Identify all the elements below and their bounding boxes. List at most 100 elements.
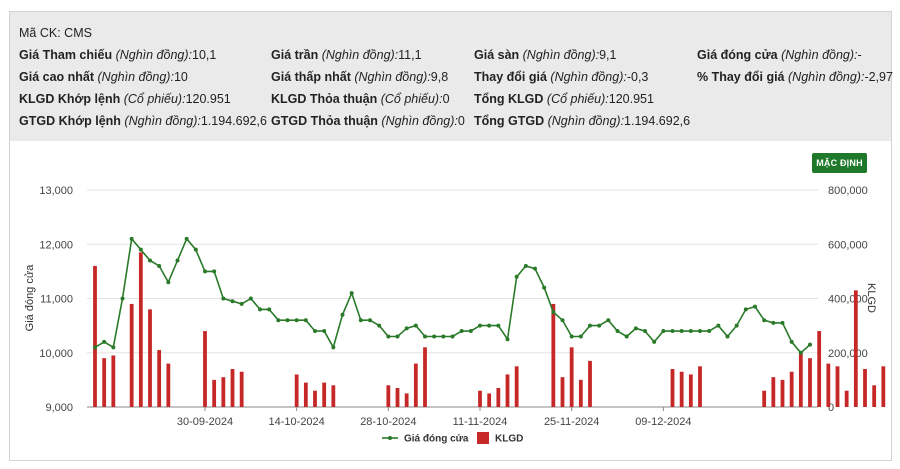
stat-value: -0,3 xyxy=(626,70,649,84)
price-point xyxy=(478,323,482,328)
y-right-axis-title: KLGD xyxy=(865,283,877,313)
volume-bar xyxy=(505,374,510,407)
stat-item: GTGD Khớp lệnh (Nghìn đồng):1.194.692,6 xyxy=(19,114,267,128)
y-right-tick-label: 400,000 xyxy=(828,294,868,306)
price-point xyxy=(267,307,272,312)
volume-bar xyxy=(313,390,317,407)
price-point xyxy=(203,269,207,274)
stat-item: Giá cao nhất (Nghìn đồng):10 xyxy=(19,70,188,84)
stat-value: 120.951 xyxy=(608,92,654,106)
stat-item: Tổng KLGD (Cổ phiếu):120.951 xyxy=(474,92,654,106)
stat-unit: (Nghìn đồng): xyxy=(381,114,458,128)
price-point xyxy=(276,318,281,323)
price-point xyxy=(523,263,528,268)
y-right-tick-label: 0 xyxy=(828,402,834,414)
stat-value: 120.951 xyxy=(185,92,231,106)
price-point xyxy=(789,339,794,344)
volume-bar xyxy=(102,358,107,407)
volume-bar xyxy=(478,390,482,407)
stock-code: Mã CK: CMS xyxy=(19,26,92,40)
stat-item: GTGD Thỏa thuận (Nghìn đồng):0 xyxy=(271,114,465,128)
stat-value: 10 xyxy=(173,70,188,84)
volume-bar xyxy=(844,390,849,407)
price-point xyxy=(184,236,189,241)
stat-label: Giá đóng cửa xyxy=(697,48,782,62)
price-point xyxy=(606,318,611,323)
y-left-tick-label: 13,000 xyxy=(39,185,73,197)
price-point xyxy=(285,318,290,323)
volume-bar xyxy=(835,366,840,407)
price-point xyxy=(175,258,180,263)
stat-label: Thay đổi giá xyxy=(474,70,551,84)
price-point xyxy=(395,334,400,339)
price-point xyxy=(468,329,473,334)
y-right-tick-label: 800,000 xyxy=(828,185,868,197)
stat-label: Giá cao nhất xyxy=(19,70,98,84)
stat-unit: (Nghìn đồng): xyxy=(97,70,174,84)
volume-bar xyxy=(670,369,675,407)
price-point xyxy=(138,247,143,252)
volume-bar xyxy=(817,331,822,407)
price-point xyxy=(450,334,455,339)
stat-label: % Thay đổi giá xyxy=(697,70,788,84)
stat-label: KLGD Thỏa thuận xyxy=(271,92,381,106)
price-point xyxy=(762,318,767,323)
volume-bar xyxy=(157,350,162,407)
stat-value: 1.194.692,6 xyxy=(200,114,267,128)
price-point xyxy=(679,329,684,334)
x-tick-label: 28-10-2024 xyxy=(360,416,416,428)
y-left-tick-label: 10,000 xyxy=(39,348,73,360)
volume-bar xyxy=(423,347,427,407)
default-view-button[interactable]: MẶC ĐỊNH xyxy=(812,153,867,173)
price-point xyxy=(248,296,253,301)
stat-value: 0 xyxy=(442,92,450,106)
volume-bar xyxy=(698,366,702,407)
price-point xyxy=(643,329,647,334)
price-point xyxy=(771,320,776,325)
price-point xyxy=(322,329,327,334)
price-point xyxy=(221,296,226,301)
price-point xyxy=(120,296,125,301)
volume-bar xyxy=(395,388,400,407)
x-tick-label: 14-10-2024 xyxy=(269,416,325,428)
legend-price-label: Giá đóng cửa xyxy=(404,434,469,445)
price-point xyxy=(368,318,372,323)
price-point xyxy=(193,247,198,252)
price-point xyxy=(432,334,437,339)
price-point xyxy=(780,320,785,325)
volume-bar xyxy=(514,366,519,407)
volume-bar xyxy=(808,358,812,407)
stat-value: 9,8 xyxy=(430,70,449,84)
y-left-tick-label: 11,000 xyxy=(40,294,73,306)
volume-bar xyxy=(688,374,693,407)
price-point xyxy=(633,326,638,331)
volume-bar xyxy=(487,393,492,407)
price-point xyxy=(698,329,702,334)
price-point xyxy=(102,339,107,344)
stat-unit: (Nghìn đồng): xyxy=(124,114,201,128)
stat-unit: (Nghìn đồng): xyxy=(547,114,625,128)
volume-bar xyxy=(798,352,803,407)
y-left-axis-title: Giá đóng cửa xyxy=(24,264,36,332)
price-point xyxy=(93,345,97,350)
price-point xyxy=(533,266,537,271)
stat-value: 10,1 xyxy=(192,48,217,62)
stat-value: 9,1 xyxy=(599,48,617,62)
volume-bar xyxy=(588,360,592,407)
price-point xyxy=(716,323,721,328)
stock-info-panel: Mã CK: CMS Giá Tham chiếu (Nghìn đồng):1… xyxy=(10,12,893,141)
price-point xyxy=(404,326,409,331)
price-point xyxy=(294,318,299,323)
price-point xyxy=(258,307,262,312)
volume-bar xyxy=(303,382,308,407)
stat-item: % Thay đổi giá (Nghìn đồng):-2,97 xyxy=(697,70,893,84)
price-point xyxy=(166,280,171,285)
y-left-tick-label: 9,000 xyxy=(45,402,73,414)
price-point xyxy=(377,323,382,328)
x-tick-label: 11-11-2024 xyxy=(453,416,508,428)
stat-unit: (Nghìn đồng): xyxy=(522,48,600,62)
stat-value: -2,97 xyxy=(864,70,893,84)
stat-value: 11,1 xyxy=(398,48,422,62)
price-point xyxy=(597,323,602,328)
